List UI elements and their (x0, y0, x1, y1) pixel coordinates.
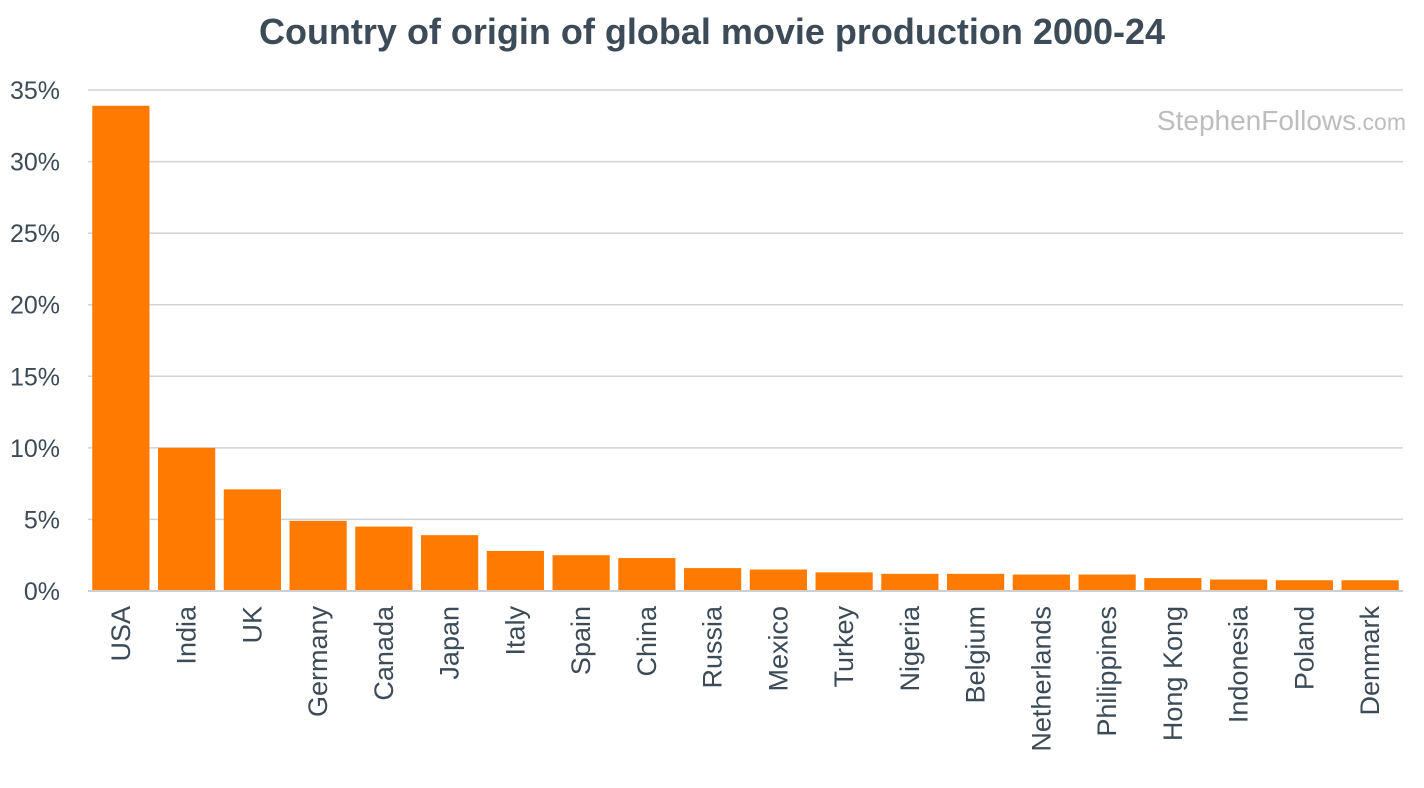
bar-denmark (1341, 580, 1399, 591)
watermark-suffix: .com (1356, 109, 1406, 135)
bar-philippines (1078, 574, 1136, 591)
y-tick-label: 15% (10, 363, 60, 391)
bar-india (158, 447, 216, 591)
y-tick-label: 5% (24, 506, 60, 534)
y-tick-label: 0% (24, 578, 60, 606)
bar-germany (289, 520, 347, 591)
bar-turkey (815, 572, 873, 591)
x-tick-label: Denmark (1355, 606, 1385, 716)
bar-uk (223, 489, 281, 591)
x-tick-label: Mexico (763, 606, 793, 692)
x-tick-label: Belgium (961, 606, 991, 704)
bar-china (618, 558, 676, 591)
x-tick-label: India (172, 605, 202, 665)
bar-mexico (749, 569, 807, 591)
bar-netherlands (1012, 574, 1070, 591)
bar-russia (684, 568, 742, 591)
gridlines (88, 89, 1403, 521)
watermark-main: StephenFollows (1157, 105, 1356, 136)
x-axis-labels: USA India UK Germany Canada Japan Italy Spain Ch… (106, 605, 1385, 752)
chart-title: Country of origin of global movie produc… (259, 11, 1165, 52)
x-tick-label: Nigeria (895, 605, 925, 692)
x-tick-label: Turkey (829, 606, 859, 688)
bar-usa (92, 105, 150, 591)
x-tick-label: Hong Kong (1158, 606, 1188, 741)
y-tick-label: 10% (10, 435, 60, 463)
x-tick-label: Japan (435, 606, 465, 680)
bar-italy (486, 550, 544, 591)
y-tick-label: 30% (10, 149, 60, 177)
x-tick-label: Germany (303, 606, 333, 718)
y-tick-label: 35% (10, 77, 60, 105)
x-tick-label: UK (237, 606, 267, 644)
x-tick-label: Poland (1289, 606, 1319, 690)
watermark: StephenFollows.com (1157, 105, 1406, 136)
bar-poland (1275, 580, 1333, 591)
bar-spain (552, 555, 610, 591)
x-tick-label: Indonesia (1224, 605, 1254, 723)
x-tick-label: China (632, 605, 662, 677)
x-tick-label: Spain (566, 606, 596, 675)
y-axis-ticks: 0% 5% 10% 15% 20% 25% 30% 35% (10, 77, 60, 606)
bar-nigeria (881, 573, 939, 591)
x-tick-label: Philippines (1092, 606, 1122, 737)
bar-japan (421, 535, 479, 591)
bars (88, 105, 1403, 592)
bar-hong-kong (1144, 578, 1202, 591)
x-tick-label: USA (106, 606, 136, 662)
bar-indonesia (1210, 579, 1268, 591)
x-tick-label: Netherlands (1026, 606, 1056, 752)
x-tick-label: Russia (698, 605, 728, 689)
bar-belgium (947, 573, 1005, 591)
y-tick-label: 20% (10, 292, 60, 320)
x-tick-label: Italy (500, 606, 530, 656)
bar-canada (355, 526, 413, 591)
x-tick-label: Canada (369, 605, 399, 701)
y-tick-label: 25% (10, 220, 60, 248)
